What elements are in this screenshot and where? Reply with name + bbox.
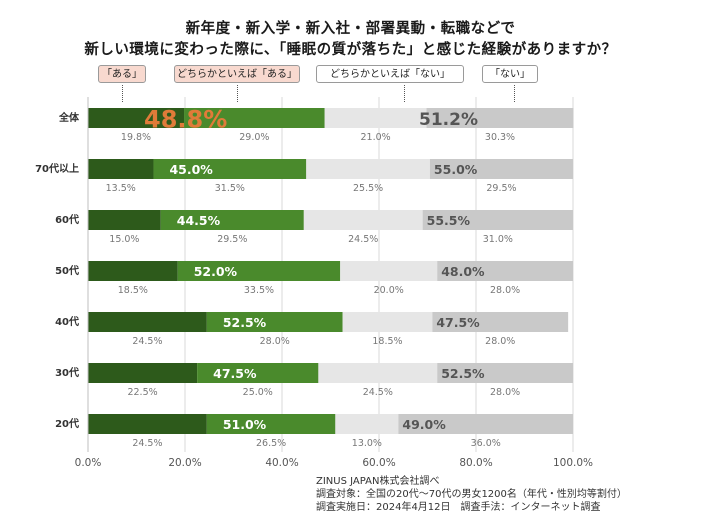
segment-value-label: 18.5% (372, 336, 402, 347)
chart-title-line1: 新年度・新入学・新入社・部署異動・転職などで (185, 21, 516, 37)
total-no-label: 52.5% (441, 366, 485, 381)
x-tick-label: 60.0% (362, 457, 395, 469)
bar-segment (340, 261, 438, 281)
x-tick-label: 80.0% (459, 457, 492, 469)
segment-value-label: 21.0% (361, 132, 391, 143)
legend-leader-nai (514, 85, 515, 102)
segment-value-label: 25.5% (353, 183, 383, 194)
bar-segment (160, 210, 304, 230)
total-no-label: 47.5% (436, 315, 480, 330)
bar-segment (422, 210, 573, 230)
segment-value-label: 29.0% (239, 132, 269, 143)
segment-value-label: 28.0% (260, 336, 290, 347)
total-no-label: 55.5% (427, 213, 471, 228)
bar-segment (88, 261, 178, 281)
bar-segment (398, 414, 573, 434)
segment-value-label: 31.5% (215, 183, 245, 194)
legend-item-aru: 「ある」 (98, 65, 146, 83)
segment-value-label: 24.5% (348, 234, 378, 245)
bar-segment (429, 159, 573, 179)
bar-segment (88, 108, 185, 128)
category-label: 70代以上 (35, 162, 79, 175)
x-tick-label: 40.0% (265, 457, 298, 469)
segment-value-label: 28.0% (490, 387, 520, 398)
category-label: 30代 (55, 366, 79, 379)
segment-value-label: 13.0% (352, 438, 382, 449)
bar-segment (324, 108, 427, 128)
bar-segment (335, 414, 399, 434)
bar-segment (88, 363, 198, 383)
bar-segment (197, 363, 319, 383)
legend-item-dochira-aru: どちらかといえば「ある」 (174, 65, 300, 83)
x-tick-label: 20.0% (168, 457, 201, 469)
segment-value-label: 24.5% (363, 387, 393, 398)
total-no-label: 48.0% (441, 264, 485, 279)
legend-leader-aru (122, 85, 123, 102)
segment-value-label: 24.5% (132, 336, 162, 347)
category-label: 20代 (55, 417, 79, 430)
segment-value-label: 31.0% (483, 234, 513, 245)
segment-value-label: 24.5% (132, 438, 162, 449)
chart-title-line2: 新しい環境に変わった際に、「睡眠の質が落ちた」と感じた経験がありますか？ (84, 42, 617, 58)
segment-value-label: 30.3% (485, 132, 515, 143)
total-yes-label: 47.5% (213, 366, 257, 381)
bar-segment (437, 261, 573, 281)
total-no-label: 51.2% (419, 110, 478, 130)
total-yes-label: 45.0% (169, 162, 213, 177)
category-label: 40代 (55, 315, 79, 328)
bar-segment (88, 210, 161, 230)
bar-segment (184, 108, 325, 128)
total-yes-label: 44.5% (177, 213, 221, 228)
total-yes-label: 48.8% (144, 106, 227, 134)
bar-segment (177, 261, 341, 281)
total-yes-label: 52.5% (223, 315, 267, 330)
bar-segment (318, 363, 438, 383)
segment-value-label: 26.5% (256, 438, 286, 449)
bar-segment (437, 363, 573, 383)
source-date-method: 調査実施日：2024年4月12日 調査手法：インターネット調査 (316, 502, 601, 513)
segment-value-label: 29.5% (217, 234, 247, 245)
segment-value-label: 36.0% (471, 438, 501, 449)
legend-leader-dochira-aru (237, 85, 238, 102)
segment-value-label: 28.0% (485, 336, 515, 347)
legend-item-dochira-nai: どちらかといえば「ない」 (316, 65, 464, 83)
category-label: 全体 (58, 111, 80, 124)
segment-value-label: 33.5% (244, 285, 274, 296)
segment-value-label: 15.0% (109, 234, 139, 245)
segment-value-label: 13.5% (106, 183, 136, 194)
segment-value-label: 18.5% (118, 285, 148, 296)
legend-item-nai: 「ない」 (482, 65, 538, 83)
total-yes-label: 51.0% (223, 417, 267, 432)
bar-segment (432, 312, 569, 332)
legend-leader-dochira-nai (404, 85, 405, 102)
bar-segment (88, 414, 207, 434)
bar-segment (88, 159, 154, 179)
segment-value-label: 22.5% (127, 387, 157, 398)
total-no-label: 49.0% (402, 417, 446, 432)
segment-value-label: 19.8% (121, 132, 151, 143)
segment-value-label: 29.5% (486, 183, 516, 194)
category-label: 50代 (55, 264, 79, 277)
segment-value-label: 20.0% (374, 285, 404, 296)
bar-segment (206, 414, 336, 434)
bar-segment (153, 159, 307, 179)
x-tick-label: 100.0% (553, 457, 593, 469)
bar-segment (206, 312, 343, 332)
total-yes-label: 52.0% (194, 264, 238, 279)
segment-value-label: 28.0% (490, 285, 520, 296)
source-target: 調査対象：全国の20代〜70代の男女1200名（年代・性別均等割付） (316, 489, 627, 500)
bar-segment (88, 312, 207, 332)
segment-value-label: 25.0% (243, 387, 273, 398)
bar-segment (342, 312, 433, 332)
category-label: 60代 (55, 213, 79, 226)
x-tick-label: 0.0% (75, 457, 102, 469)
bar-segment (303, 210, 423, 230)
bar-segment (306, 159, 430, 179)
bar-segment (426, 108, 574, 128)
total-no-label: 55.0% (434, 162, 478, 177)
source-company: ZINUS JAPAN株式会社調べ (316, 476, 440, 487)
